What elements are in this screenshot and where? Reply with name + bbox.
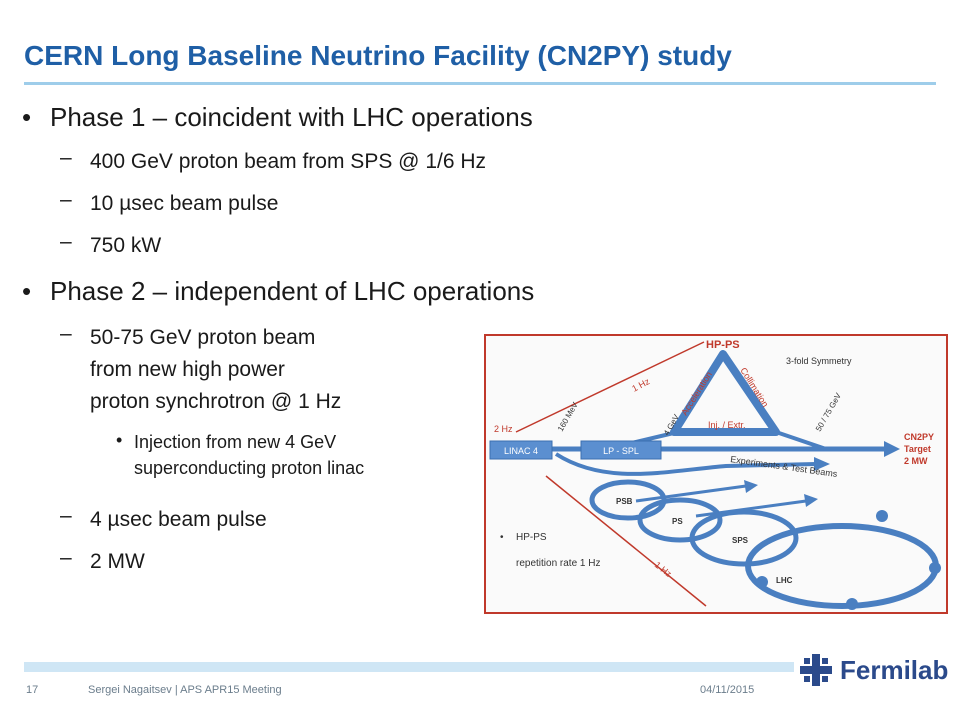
bullet-text: 400 GeV proton beam from SPS @ 1/6 Hz [90,150,487,173]
lp-spl-box [580,440,662,460]
bullet-text: 4 µsec beam pulse [90,508,267,531]
note-repetition-rate: repetition rate 1 Hz [516,558,601,569]
fermilab-icon [800,654,832,686]
dash-marker: – [60,230,72,253]
red-line-1hz [515,341,705,433]
footer-author: Sergei Nagaitsev | APS APR15 Meeting [88,684,282,696]
target-label: Target [904,444,931,454]
dash-marker: – [60,504,72,527]
red-line-1hz-lower [545,475,707,607]
two-hz-label: 2 Hz [494,424,513,434]
one-hz-lower-label: 1 Hz [653,560,674,580]
bullet-text: 10 µsec beam pulse [90,192,279,215]
dash-marker: – [60,546,72,569]
beam-branch-2 [635,484,747,503]
bullet-text: 2 MW [90,550,145,573]
bullet-marker: • [22,276,32,306]
title-rule [24,82,936,85]
diagram-svg: LINAC 4 LP - SPL HP-PS 3-fold Symmetry A… [489,339,941,610]
bullet-marker: • [22,102,32,132]
slide-title: CERN Long Baseline Neutrino Facility (CN… [24,40,732,71]
dash-marker: – [60,322,72,345]
lhc-node-icon [929,562,941,574]
arrow-experiments-icon [814,457,830,471]
page-number: 17 [26,684,39,696]
arrow-branch-3-icon [804,494,818,507]
lhc-node-icon [846,598,858,610]
linac4-label: LINAC 4 [504,446,538,456]
linac4-box [489,440,553,460]
note-bullet-marker: • [500,532,504,543]
dash-marker: – [60,188,72,211]
acceleration-label: Acceleration [679,370,714,417]
lhc-node-icon [756,576,768,588]
inj-extr-label: Inj. / Extr. [708,420,746,430]
ps-label: PS [672,517,683,526]
beam-from-triangle [775,430,827,451]
mev-label: 160 MeV [556,400,580,433]
lhc-ring [745,523,939,609]
psb-label: PSB [616,497,633,506]
beam-branch-3 [695,499,807,518]
bullet-text-line-3: proton synchrotron @ 1 Hz [90,390,342,413]
fermilab-logo: Fermilab [800,652,948,688]
sps-label: SPS [732,536,749,545]
two-mw-label: 2 MW [904,456,928,466]
hp-ps-label: HP-PS [706,339,740,351]
bullet-text: Phase 1 – coincident with LHC operations [50,102,533,132]
lhc-label: LHC [776,576,793,585]
dash-marker: – [60,146,72,169]
bullet-text: Phase 2 – independent of LHC operations [50,276,535,306]
bullet-text-line-2: from new high power [90,358,285,381]
accelerator-complex-diagram: LINAC 4 LP - SPL HP-PS 3-fold Symmetry A… [484,334,948,614]
lp-spl-label: LP - SPL [603,446,639,456]
beam-to-experiments [554,452,817,476]
bullet-text-line-1: Injection from new 4 GeV [134,432,337,452]
arrow-to-target-icon [884,441,900,457]
one-hz-label: 1 Hz [630,376,651,394]
hp-ps-triangle [670,350,780,436]
lhc-node-icon [876,510,888,522]
footer-date: 04/11/2015 [700,684,755,696]
symmetry-label: 3-fold Symmetry [786,356,852,366]
bullet-marker: • [116,430,123,450]
fermilab-wordmark: Fermilab [840,654,949,685]
bullet-text: 750 kW [90,234,162,257]
bullet-text-line-1: 50-75 GeV proton beam [90,326,316,349]
cn2py-label: CN2PY [904,432,934,442]
ps-ring [637,497,723,543]
arrow-branch-2-icon [744,480,758,493]
bullet-text-line-2: superconducting proton linac [134,458,365,478]
sps-ring [689,509,799,567]
note-hp-ps: HP-PS [516,532,547,543]
footer-bar [24,662,794,672]
fifty-gev-label: 50 / 75 GeV [814,391,843,433]
